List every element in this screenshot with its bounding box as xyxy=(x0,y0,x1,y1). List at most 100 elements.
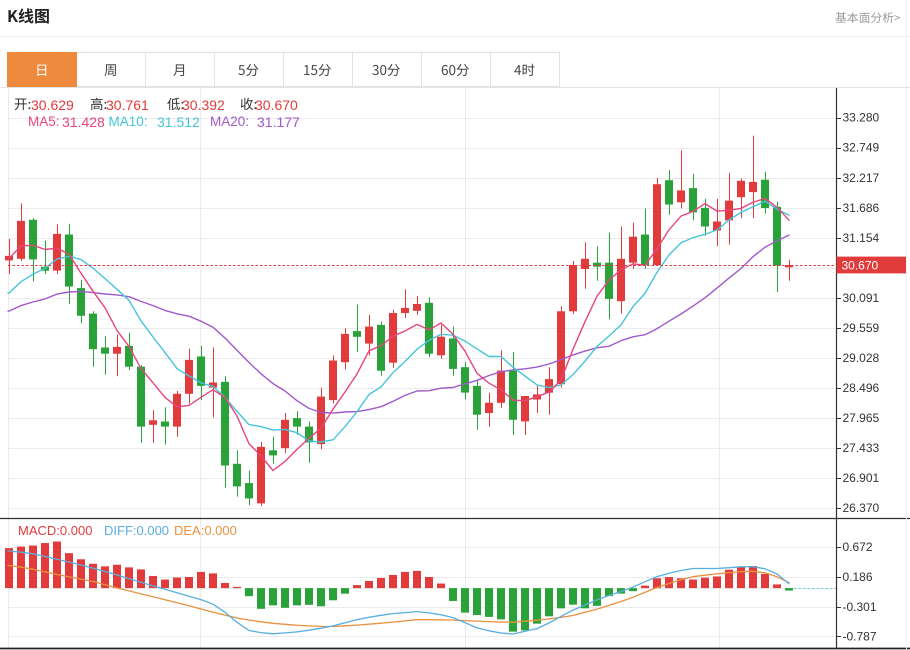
macd-bar-11 xyxy=(137,569,145,589)
candle-body xyxy=(65,234,73,287)
candle-55 xyxy=(665,170,673,215)
macd-bar-65 xyxy=(785,588,793,591)
candle-body xyxy=(89,313,97,350)
candlestick-layer xyxy=(5,135,793,507)
candle-23 xyxy=(281,413,289,454)
macd-bar-64 xyxy=(773,584,781,589)
candle-40 xyxy=(485,392,493,427)
current-price-tag-value: 30.670 xyxy=(842,258,879,272)
candle-body xyxy=(257,446,265,504)
candle-33 xyxy=(401,289,409,319)
quote-label-high xyxy=(90,95,109,113)
candle-18 xyxy=(221,376,229,488)
tab-label xyxy=(303,61,333,79)
tab-day[interactable] xyxy=(7,52,77,87)
macd-bar-41 xyxy=(497,588,505,620)
candle-54 xyxy=(653,178,661,265)
macd-legend-label: MACD: xyxy=(18,523,60,538)
candle-body xyxy=(245,483,253,499)
ma10-line xyxy=(7,200,790,443)
tab-label xyxy=(441,61,471,79)
tab-60min[interactable] xyxy=(421,52,491,87)
ma-legend-value-3: 31.177 xyxy=(257,113,300,130)
macd-bar-5 xyxy=(65,553,73,589)
candle-65 xyxy=(785,259,793,281)
candle-16 xyxy=(197,345,205,400)
macd-bar-53 xyxy=(641,585,649,589)
macd-bar-50 xyxy=(605,588,613,597)
macd-bar-35 xyxy=(425,577,433,589)
candle-body xyxy=(173,393,181,427)
tab-month[interactable] xyxy=(145,52,215,87)
macd-bar-13 xyxy=(161,579,169,589)
axis-label: -0.787 xyxy=(843,630,877,644)
candle-body xyxy=(149,420,157,425)
candle-body xyxy=(233,463,241,487)
candle-body xyxy=(677,190,685,203)
tab-label xyxy=(514,61,536,79)
candle-32 xyxy=(389,309,397,368)
macd-bar-57 xyxy=(689,579,697,589)
macd-bar-3 xyxy=(41,543,49,589)
candle-body xyxy=(653,184,661,265)
macd-bar-7 xyxy=(89,563,97,589)
candle-body xyxy=(461,367,469,393)
candle-7 xyxy=(89,311,97,367)
fundamental-analysis-link[interactable] xyxy=(835,10,902,26)
candle-44 xyxy=(533,385,541,413)
candle-body xyxy=(497,370,505,403)
macd-bar-61 xyxy=(737,566,745,589)
candle-body xyxy=(17,220,25,259)
candle-45 xyxy=(545,367,553,415)
candle-body xyxy=(425,302,433,354)
macd-bar-45 xyxy=(545,588,553,617)
candle-22 xyxy=(269,436,277,464)
candle-body xyxy=(485,402,493,413)
axis-label: 32.217 xyxy=(843,171,880,185)
candle-19 xyxy=(233,450,241,497)
candle-13 xyxy=(161,407,169,445)
tab-15min[interactable] xyxy=(283,52,353,87)
tab-4hour[interactable] xyxy=(490,52,560,87)
macd-bar-55 xyxy=(665,577,673,589)
tab-label xyxy=(238,61,260,79)
candle-body xyxy=(713,221,721,231)
ma-legend-value-1: 31.428 xyxy=(62,113,105,130)
candle-11 xyxy=(137,365,145,443)
candle-62 xyxy=(749,135,757,219)
candle-body xyxy=(269,450,277,456)
axis-label: 26.901 xyxy=(843,471,880,485)
axis-label: 29.559 xyxy=(843,321,880,335)
candle-body xyxy=(557,311,565,385)
axis-label: 28.496 xyxy=(843,381,880,395)
candle-24 xyxy=(293,411,301,435)
candle-38 xyxy=(461,362,469,400)
tab-30min[interactable] xyxy=(352,52,422,87)
candle-body xyxy=(665,180,673,205)
candle-52 xyxy=(629,222,637,269)
candle-body xyxy=(209,382,217,388)
macd-bar-38 xyxy=(461,588,469,613)
candle-5 xyxy=(65,223,73,304)
macd-bar-49 xyxy=(593,588,601,606)
macd-bar-37 xyxy=(449,588,457,601)
axis-label: -0.301 xyxy=(843,600,877,614)
macd-bar-12 xyxy=(149,575,157,589)
candle-body xyxy=(761,179,769,208)
macd-legend-label: DEA: xyxy=(174,523,205,538)
tab-5min[interactable] xyxy=(214,52,284,87)
candle-body xyxy=(185,359,193,394)
current-price-tag: 30.670 xyxy=(836,256,906,274)
macd-bar-8 xyxy=(101,566,109,589)
candle-21 xyxy=(257,441,265,507)
axis-label: 0.672 xyxy=(843,540,873,554)
candle-34 xyxy=(413,296,421,315)
macd-bar-10 xyxy=(125,567,133,589)
tab-week[interactable] xyxy=(76,52,146,87)
macd-bar-59 xyxy=(713,576,721,589)
macd-legend-label: DIFF: xyxy=(104,523,137,538)
macd-bar-40 xyxy=(485,588,493,617)
current-price-tag-bg xyxy=(836,256,906,274)
axis-label: 29.028 xyxy=(843,351,880,365)
